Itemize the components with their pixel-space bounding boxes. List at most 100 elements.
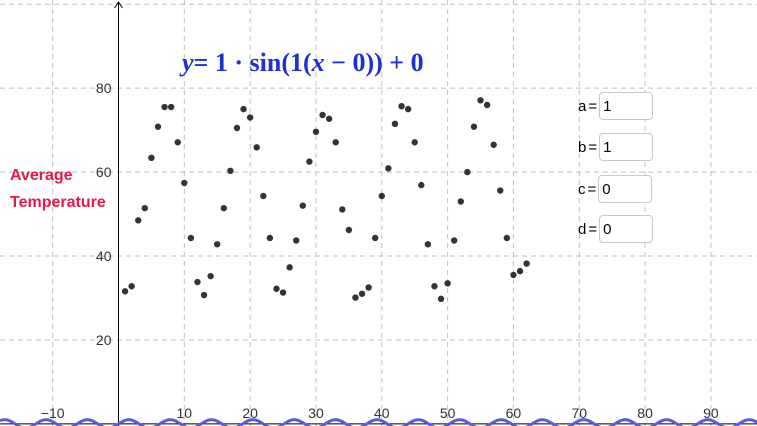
- y-axis-title-line1: Average: [10, 167, 73, 184]
- y-tick-label: 40: [96, 248, 112, 264]
- data-point: [391, 120, 399, 128]
- data-point: [128, 283, 135, 290]
- slider-b-label: b: [578, 138, 587, 156]
- slider-d-input[interactable]: [599, 215, 654, 243]
- data-point: [306, 158, 313, 165]
- data-point: [404, 105, 412, 113]
- data-point: [293, 237, 300, 244]
- data-point: [121, 288, 129, 295]
- data-point: [470, 123, 478, 130]
- x-tick-label: 90: [703, 405, 719, 421]
- data-point: [497, 187, 504, 194]
- data-point: [161, 103, 168, 111]
- data-point: [483, 101, 491, 109]
- y-tick-label: 60: [96, 164, 112, 180]
- x-tick-label: 30: [308, 405, 324, 421]
- tick-labels: −10 10 20 30 40 50 60 70 80 90 20 40 60 80: [41, 80, 719, 421]
- y-tick-label: 80: [96, 80, 112, 96]
- data-point: [273, 285, 280, 292]
- data-point: [266, 234, 274, 242]
- x-tick-label: 80: [637, 405, 653, 421]
- data-point: [187, 234, 195, 242]
- y-axis-arrow: [114, 1, 123, 9]
- equation-x: x: [311, 48, 325, 77]
- x-tick-label: 10: [177, 405, 193, 421]
- slider-c-input[interactable]: [598, 175, 653, 203]
- data-point: [457, 198, 464, 205]
- slider-a: a =: [578, 92, 654, 120]
- slider-c-equals: =: [587, 180, 597, 198]
- slider-d-equals: =: [588, 220, 598, 238]
- data-point: [477, 97, 484, 104]
- data-point: [523, 260, 530, 267]
- equation-part: = 1 · sin(1(: [193, 48, 312, 77]
- data-point: [431, 283, 438, 290]
- equation-label[interactable]: y= 1 · sin(1(x − 0)) + 0: [182, 48, 424, 78]
- data-point: [167, 103, 175, 111]
- data-point: [358, 290, 366, 297]
- data-point: [510, 271, 517, 279]
- data-point: [174, 139, 181, 146]
- data-point: [200, 291, 208, 299]
- data-point: [253, 144, 260, 151]
- x-tick-label: 60: [506, 405, 522, 421]
- data-point: [220, 204, 228, 212]
- data-point: [352, 294, 359, 301]
- x-tick-label: 40: [374, 405, 390, 421]
- data-point: [181, 179, 188, 187]
- data-point: [418, 181, 425, 189]
- data-point: [516, 267, 524, 275]
- data-point: [398, 102, 405, 110]
- data-point: [332, 139, 339, 146]
- data-point: [503, 234, 511, 242]
- slider-c-label: c: [578, 180, 586, 198]
- slider-d-label: d: [578, 220, 587, 238]
- data-point: [365, 284, 372, 291]
- sine-curve-path: [0, 418, 757, 426]
- data-point: [345, 226, 353, 234]
- data-point: [312, 128, 320, 135]
- data-point: [286, 264, 293, 271]
- x-tick-label: −10: [41, 405, 65, 421]
- equation-y: y: [182, 48, 194, 77]
- data-point: [135, 217, 142, 224]
- data-point: [233, 124, 241, 132]
- slider-a-input[interactable]: [599, 92, 654, 120]
- data-point: [325, 115, 333, 122]
- slider-b-input[interactable]: [599, 133, 654, 161]
- data-point: [464, 168, 471, 176]
- data-point: [154, 123, 162, 130]
- x-tick-label: 20: [242, 405, 258, 421]
- data-point: [424, 241, 432, 248]
- data-point: [141, 204, 149, 212]
- data-point: [260, 192, 267, 200]
- data-point: [444, 280, 451, 287]
- data-point: [385, 165, 392, 172]
- data-point: [246, 114, 254, 121]
- data-point: [194, 278, 201, 286]
- slider-b-equals: =: [588, 138, 598, 156]
- data-point: [148, 154, 155, 162]
- data-point: [279, 289, 287, 296]
- slider-a-equals: =: [588, 97, 598, 115]
- data-point: [411, 139, 418, 146]
- slider-b: b =: [578, 133, 654, 161]
- data-point: [299, 202, 306, 209]
- y-axis-title-line2: Temperature: [10, 194, 106, 211]
- data-point: [227, 167, 234, 175]
- slider-d: d =: [578, 215, 654, 243]
- data-point: [339, 206, 346, 213]
- data-point: [451, 237, 458, 244]
- slider-a-label: a: [578, 97, 587, 115]
- slider-c: c =: [578, 175, 653, 203]
- data-point: [372, 234, 379, 242]
- y-tick-label: 20: [96, 332, 112, 348]
- data-point: [214, 241, 221, 248]
- data-point: [378, 192, 385, 200]
- y-axis-title: Average Temperature: [10, 162, 106, 216]
- data-points: [121, 97, 530, 303]
- sine-curve[interactable]: [0, 418, 757, 426]
